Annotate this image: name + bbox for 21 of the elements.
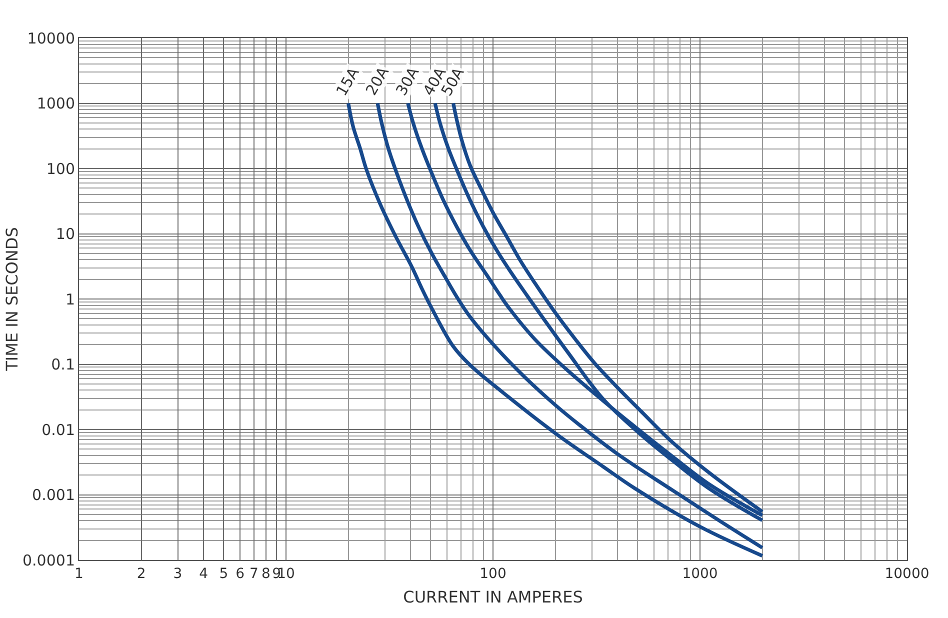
x-tick-label: 5: [219, 566, 228, 582]
x-tick-label: 3: [173, 566, 182, 582]
x-tick-label: 6: [236, 566, 245, 582]
y-tick-label: 10: [56, 225, 75, 243]
y-tick-label: 0.1: [51, 356, 75, 374]
x-tick-label: 8: [261, 566, 270, 582]
y-tick-label: 1: [65, 290, 75, 308]
x-tick-label: 4: [199, 566, 208, 582]
x-axis-title: CURRENT IN AMPERES: [403, 588, 583, 606]
x-tick-label: 7: [249, 566, 258, 582]
y-axis-title: TIME IN SECONDS: [2, 227, 22, 372]
y-tick-label: 100: [46, 160, 75, 178]
y-tick-label: 0.0001: [22, 551, 75, 570]
x-tick-label: 1000: [682, 566, 718, 582]
x-tick-label: 2: [136, 566, 146, 582]
y-tick-label: 0.01: [42, 420, 75, 439]
x-tick-label: 100: [480, 566, 506, 582]
x-tick-label: 10000: [884, 566, 930, 582]
y-tick-label: 10000: [27, 29, 75, 48]
y-tick-label: 0.001: [32, 486, 75, 504]
y-tick-label: 1000: [36, 94, 75, 112]
